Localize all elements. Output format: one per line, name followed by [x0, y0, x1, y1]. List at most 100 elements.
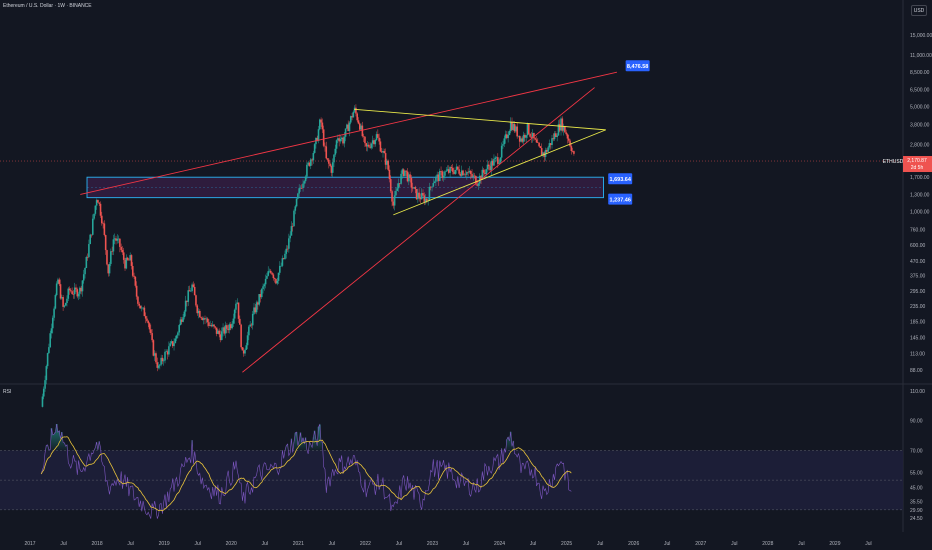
candle-body — [44, 380, 46, 389]
candle-body — [349, 116, 352, 123]
candle-body — [300, 188, 303, 189]
time-tick-label: 2018 — [92, 541, 103, 547]
candle-body — [567, 138, 570, 141]
candle-body — [196, 305, 199, 314]
candle-body — [413, 187, 415, 189]
candle-body — [46, 353, 49, 367]
candle-body — [45, 366, 48, 381]
candle-body — [424, 198, 427, 203]
candle-body — [89, 234, 91, 245]
currency-button[interactable]: USD — [911, 5, 927, 16]
rsi-tick-label: 35.50 — [910, 500, 923, 506]
candle-body — [490, 160, 493, 171]
candle-body — [204, 318, 206, 320]
time-tick-label: 2026 — [628, 541, 639, 547]
candle-body — [249, 324, 251, 327]
time-tick-label: 2020 — [226, 541, 237, 547]
candle-body — [63, 305, 66, 307]
candle-body — [566, 134, 569, 139]
candle-body — [503, 138, 506, 145]
candle-body — [561, 118, 564, 131]
candle-body — [422, 193, 424, 196]
triangle-bottom-line — [393, 129, 606, 216]
price-tick-label: 11,000.00 — [910, 53, 932, 59]
candle-body — [211, 324, 214, 327]
candle-body — [231, 323, 233, 329]
candle-body — [493, 158, 495, 166]
candle-body — [284, 253, 286, 259]
candle-body — [328, 159, 330, 164]
candle-body — [406, 171, 409, 182]
price-tag-symbol: ETHUSD — [883, 159, 904, 165]
candle-body — [440, 171, 442, 172]
candle-body — [263, 284, 266, 287]
candle-body — [549, 143, 552, 146]
candle-body — [76, 289, 79, 297]
price-tag-countdown: 2d 5h — [911, 165, 924, 171]
time-tick-label: Jul — [127, 541, 133, 547]
candle-body — [277, 272, 280, 281]
candle-body — [268, 270, 271, 272]
candle-body — [115, 238, 117, 241]
candle-body — [525, 135, 527, 138]
candle-body — [420, 193, 423, 200]
candle-body — [348, 122, 351, 132]
candle-body — [289, 235, 291, 239]
candle-body — [192, 284, 195, 287]
candle-body — [547, 147, 549, 152]
candle-body — [531, 132, 534, 138]
candle-body — [512, 124, 515, 130]
price-tick-label: 235.00 — [910, 304, 926, 310]
candle-body — [402, 169, 405, 177]
candle-body — [180, 319, 183, 322]
candle-body — [352, 111, 355, 118]
candle-body — [441, 171, 444, 178]
candle-body — [42, 388, 45, 397]
time-tick-label: 2028 — [762, 541, 773, 547]
candle-body — [384, 153, 387, 165]
candle-body — [146, 318, 148, 322]
candle-body — [195, 295, 197, 306]
candle-body — [227, 328, 230, 331]
candle-body — [409, 174, 411, 178]
time-axis[interactable]: 2017 Jul 2018 Jul 2019 Jul 2020 Jul 2021 Jul 2022 J… — [24, 541, 871, 547]
lower-support-line — [242, 87, 595, 373]
rsi-axis[interactable]: 110.00 90.00 70.00 55.00 45.00 35.50 29.90 24.5… — [910, 389, 925, 522]
candle-body — [515, 126, 517, 132]
candle-body — [322, 129, 325, 146]
candle-body — [262, 286, 264, 290]
candle-body — [448, 169, 450, 173]
candle-body — [491, 160, 494, 166]
candle-body — [502, 144, 504, 146]
candle-body — [239, 318, 241, 325]
candle-body — [468, 171, 471, 173]
candle-body — [131, 265, 134, 276]
candle-body — [360, 125, 362, 130]
candle-body — [509, 121, 512, 131]
candle-body — [133, 275, 135, 277]
candle-body — [53, 308, 55, 318]
candle-body — [267, 271, 270, 276]
candle-body — [358, 123, 361, 130]
candle-body — [162, 360, 165, 362]
candle-body — [49, 333, 52, 348]
candle-body — [351, 116, 353, 118]
candle-body — [534, 138, 537, 140]
candle-body — [72, 294, 75, 295]
time-tick-label: Jul — [597, 541, 603, 547]
candle-body — [271, 272, 273, 275]
time-tick-label: Jul — [530, 541, 536, 547]
price-axis[interactable]: 15,000.00 11,000.00 8,500.00 6,500.00 5,000.… — [910, 33, 932, 374]
candle-body — [126, 257, 129, 260]
price-tick-label: 145.00 — [910, 335, 926, 341]
candle-body — [553, 133, 556, 140]
candle-body — [546, 149, 548, 152]
candle-body — [521, 138, 524, 142]
rsi-tick-label: 70.00 — [910, 448, 923, 454]
candle-body — [423, 195, 426, 203]
candle-body — [506, 134, 508, 139]
candle-body — [552, 138, 555, 140]
candle-body — [218, 330, 220, 335]
candle-body — [436, 174, 438, 177]
